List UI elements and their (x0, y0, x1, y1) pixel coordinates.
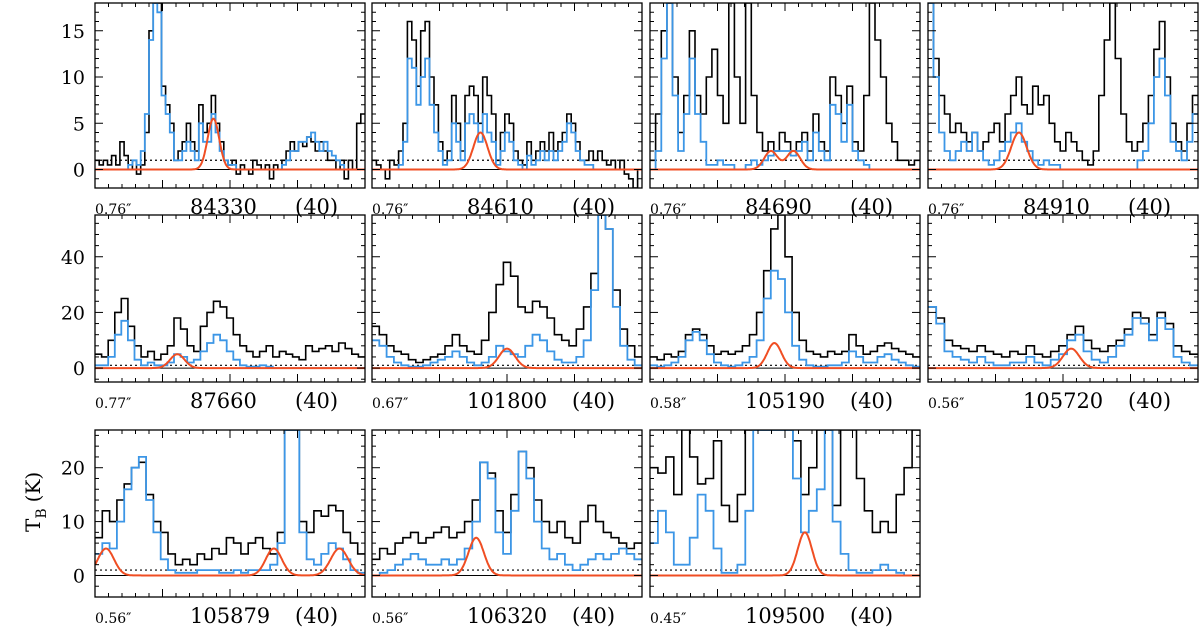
resolution-label: 0.56″ (95, 611, 131, 627)
width-label: (40) (850, 604, 893, 628)
y-tick-label: 0 (73, 565, 85, 587)
panel-frame (371, 214, 643, 383)
y-tick-label: 15 (61, 21, 85, 43)
observed-spectrum (928, 306, 1198, 358)
observed-spectrum (95, 3, 365, 180)
y-axis-title-unit: (K) (21, 472, 45, 503)
y-tick-label: 0 (73, 358, 85, 380)
width-label: (40) (850, 389, 893, 413)
resolution-label: 0.76″ (928, 202, 964, 218)
resolution-label: 0.58″ (650, 396, 686, 412)
resolution-label: 0.76″ (650, 202, 686, 218)
model-total-spectrum (650, 3, 920, 171)
spectrum-panel-109500: 0.45″ 109500 (40) (649, 429, 921, 628)
model-species-spectrum (95, 353, 365, 370)
resolution-label: 0.56″ (372, 611, 408, 627)
model-species-spectrum (928, 131, 1198, 171)
frequency-label: 105190 (745, 389, 825, 413)
y-tick-label: 20 (61, 302, 85, 324)
frequency-label: 87660 (190, 389, 257, 413)
observed-spectrum (650, 3, 920, 166)
y-tick-label: 20 (61, 458, 85, 480)
frequency-label: 105879 (190, 604, 270, 628)
resolution-label: 0.45″ (650, 611, 686, 627)
frequency-label: 101800 (467, 389, 547, 413)
panel-frame (94, 214, 366, 383)
model-species-spectrum (650, 341, 920, 370)
frequency-label: 106320 (467, 604, 547, 628)
observed-spectrum (372, 20, 642, 188)
width-label: (40) (572, 389, 615, 413)
observed-spectrum (928, 3, 1198, 166)
spectrum-panel-105879: 0 10 20 0.56″ 105879 (40) (61, 429, 366, 628)
model-total-spectrum (928, 3, 1198, 171)
observed-spectrum (95, 297, 365, 361)
model-total-spectrum (372, 57, 642, 171)
observed-spectrum (372, 450, 642, 561)
spectrum-panel-101800: 0.67″ 101800 (40) (371, 214, 643, 413)
model-species-spectrum (650, 149, 920, 171)
observed-spectrum (95, 430, 365, 566)
model-species-spectrum (372, 131, 642, 171)
model-total-spectrum (95, 430, 365, 574)
spectrum-panel-84910: 0.76″ 84910 (40) (927, 2, 1199, 219)
resolution-label: 0.76″ (372, 202, 408, 218)
y-tick-label: 0 (73, 160, 85, 182)
y-tick-label: 10 (61, 67, 85, 89)
resolution-label: 0.76″ (95, 202, 131, 218)
model-species-spectrum (95, 117, 365, 171)
model-total-spectrum (650, 430, 920, 577)
spectrum-panel-106320: 0.56″ 106320 (40) (371, 429, 643, 628)
y-tick-label: 40 (61, 247, 85, 269)
model-total-spectrum (95, 3, 365, 171)
model-species-spectrum (372, 536, 642, 577)
y-axis-title: TB (K) (21, 472, 50, 532)
spectrum-panel-84610: 0.76″ 84610 (40) (371, 2, 643, 219)
spectrum-panel-84690: 0.76″ 84690 (40) (649, 2, 921, 219)
resolution-label: 0.56″ (928, 396, 964, 412)
y-axis-title-main: T (21, 518, 45, 532)
resolution-label: 0.77″ (95, 396, 131, 412)
model-species-spectrum (928, 347, 1198, 370)
width-label: (40) (295, 389, 338, 413)
model-total-spectrum (372, 215, 642, 368)
observed-spectrum (650, 430, 920, 534)
resolution-label: 0.67″ (372, 396, 408, 412)
model-total-spectrum (650, 269, 920, 368)
observed-spectrum (650, 215, 920, 361)
y-tick-label: 10 (61, 512, 85, 534)
y-axis-title-sub: B (34, 508, 50, 518)
width-label: (40) (572, 604, 615, 628)
panel-frame (371, 429, 643, 598)
y-tick-label: 5 (73, 113, 85, 135)
spectrum-panel-87660: 0 20 40 0.77″ 87660 (40) (61, 214, 366, 413)
frequency-label: 105720 (1023, 389, 1103, 413)
model-species-spectrum (650, 531, 920, 577)
model-total-spectrum (95, 319, 365, 369)
spectrum-panel-105720: 0.56″ 105720 (40) (927, 214, 1199, 413)
model-species-spectrum (95, 547, 365, 577)
observed-spectrum (372, 215, 642, 364)
spectrum-panel-105190: 0.58″ 105190 (40) (649, 214, 921, 413)
frequency-label: 109500 (745, 604, 825, 628)
model-total-spectrum (372, 450, 642, 577)
model-total-spectrum (928, 306, 1198, 367)
width-label: (40) (295, 604, 338, 628)
model-species-spectrum (372, 347, 642, 370)
width-label: (40) (1128, 389, 1171, 413)
